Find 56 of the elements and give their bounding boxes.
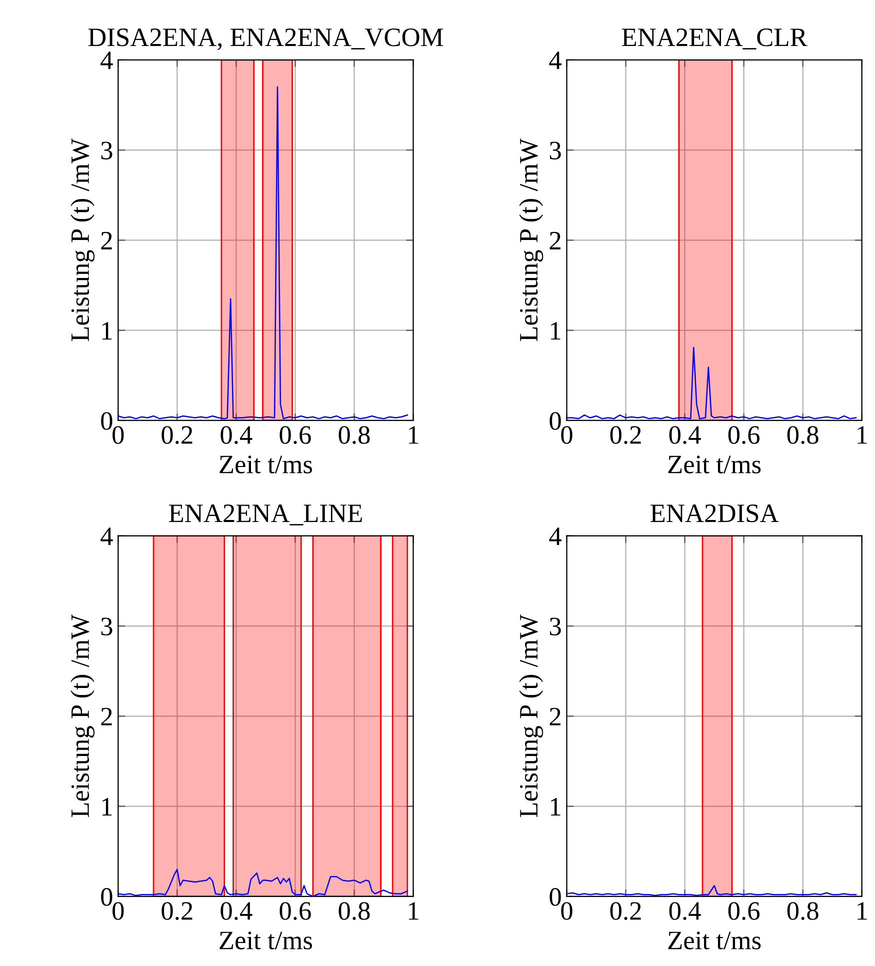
line-series xyxy=(118,868,408,896)
line-series xyxy=(566,346,857,420)
x-tick-label: 1 xyxy=(408,426,418,444)
y-tick-label: 1 xyxy=(102,322,112,340)
y-tick-label: 1 xyxy=(551,322,560,340)
x-tick-label: 0.4 xyxy=(669,902,701,920)
y-tick-label: 4 xyxy=(549,52,562,70)
y-axis-title: Leistung P (t) /mW xyxy=(70,614,95,818)
x-axis-title: Zeit t/ms xyxy=(668,932,761,950)
y-tick-label: 2 xyxy=(550,708,560,726)
x-tick-label: 0.2 xyxy=(610,426,641,444)
x-tick-label: 1 xyxy=(408,902,418,920)
x-tick-label: 0.8 xyxy=(787,426,818,444)
y-axis-title: Leistung P (t) /mW xyxy=(70,138,95,342)
y-tick-label: 0 xyxy=(101,888,112,906)
x-tick-label: 1 xyxy=(858,902,867,920)
x-tick-label: 0.8 xyxy=(787,902,818,920)
chart-title: DISA2ENA, ENA2ENA_VCOM xyxy=(88,28,444,50)
x-tick-label: 0.4 xyxy=(220,902,252,920)
x-tick-label: 0.8 xyxy=(338,902,370,920)
y-axis-title: Leistung P (t) /mW xyxy=(519,614,544,818)
y-tick-label: 0 xyxy=(550,888,561,906)
x-axis-title: Zeit t/ms xyxy=(220,932,312,950)
y-tick-label: 1 xyxy=(102,798,112,816)
y-tick-label: 1 xyxy=(551,798,560,816)
x-tick-label: 1 xyxy=(858,426,867,444)
y-tick-label: 4 xyxy=(100,52,113,70)
x-tick-label: 0.6 xyxy=(728,902,760,920)
x-tick-label: 0.6 xyxy=(728,426,760,444)
x-tick-label: 0.4 xyxy=(220,426,252,444)
y-tick-label: 3 xyxy=(101,618,112,636)
y-tick-label: 3 xyxy=(550,142,561,160)
chart-title: ENA2ENA_LINE xyxy=(168,504,362,526)
y-tick-label: 4 xyxy=(549,528,562,546)
line-series xyxy=(566,885,857,896)
x-axis-title: Zeit t/ms xyxy=(668,456,761,474)
x-tick-label: 0.2 xyxy=(162,426,192,444)
y-tick-label: 4 xyxy=(100,528,113,546)
x-tick-label: 0.2 xyxy=(162,902,192,920)
x-tick-label: 0.2 xyxy=(610,902,641,920)
x-tick-label: 0.8 xyxy=(338,426,370,444)
y-tick-label: 2 xyxy=(101,708,112,726)
x-axis-title: Zeit t/ms xyxy=(220,456,312,474)
y-tick-label: 0 xyxy=(101,412,112,430)
chart-title: ENA2DISA xyxy=(650,504,779,522)
y-tick-label: 3 xyxy=(101,142,112,160)
chart-title: ENA2ENA_CLR xyxy=(622,28,808,50)
x-tick-label: 0.4 xyxy=(669,426,701,444)
line-series xyxy=(118,86,408,420)
y-tick-label: 3 xyxy=(550,618,561,636)
y-tick-label: 2 xyxy=(550,232,560,250)
y-tick-label: 2 xyxy=(101,232,112,250)
y-tick-label: 0 xyxy=(550,412,561,430)
x-tick-label: 0.6 xyxy=(280,902,311,920)
x-tick-label: 0.6 xyxy=(280,426,311,444)
y-axis-title: Leistung P (t) /mW xyxy=(519,138,544,342)
